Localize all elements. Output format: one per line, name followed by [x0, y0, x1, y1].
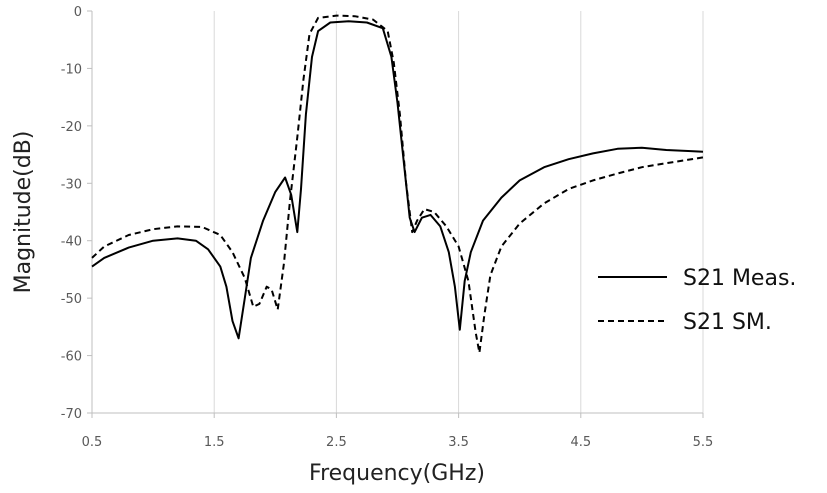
x-tick-label: 0.5 [82, 435, 103, 450]
x-tick-label: 1.5 [204, 435, 225, 450]
legend-label-sm: S21 SM. [683, 310, 772, 335]
y-axis-label: Magnitude(dB) [11, 131, 36, 294]
y-tick-label: -10 [61, 62, 82, 77]
y-tick-label: -40 [61, 235, 82, 250]
y-tick-label: -30 [61, 177, 82, 192]
legend-label-meas: S21 Meas. [683, 266, 796, 291]
legend: S21 Meas. S21 SM. [598, 266, 796, 335]
series-lines [91, 14, 704, 354]
series-line-meas [91, 20, 704, 340]
grid-lines [213, 11, 704, 413]
x-tick-label: 2.5 [326, 435, 347, 450]
y-tick-label: -70 [61, 407, 82, 422]
tick-labels: 0 -10 -20 -30 -40 -50 -60 -700.5 1.5 2.5 3.5 4.5 5.5 [61, 5, 714, 450]
y-tick-label: 0 [74, 5, 82, 20]
series-line-sm [91, 14, 704, 354]
axes [87, 10, 704, 418]
x-tick-label: 5.5 [693, 435, 714, 450]
y-tick-label: -20 [61, 120, 82, 135]
y-tick-label: -50 [61, 292, 82, 307]
x-tick-label: 3.5 [448, 435, 469, 450]
x-axis-label: Frequency(GHz) [309, 461, 485, 486]
x-tick-label: 4.5 [570, 435, 591, 450]
y-tick-label: -60 [61, 350, 82, 365]
